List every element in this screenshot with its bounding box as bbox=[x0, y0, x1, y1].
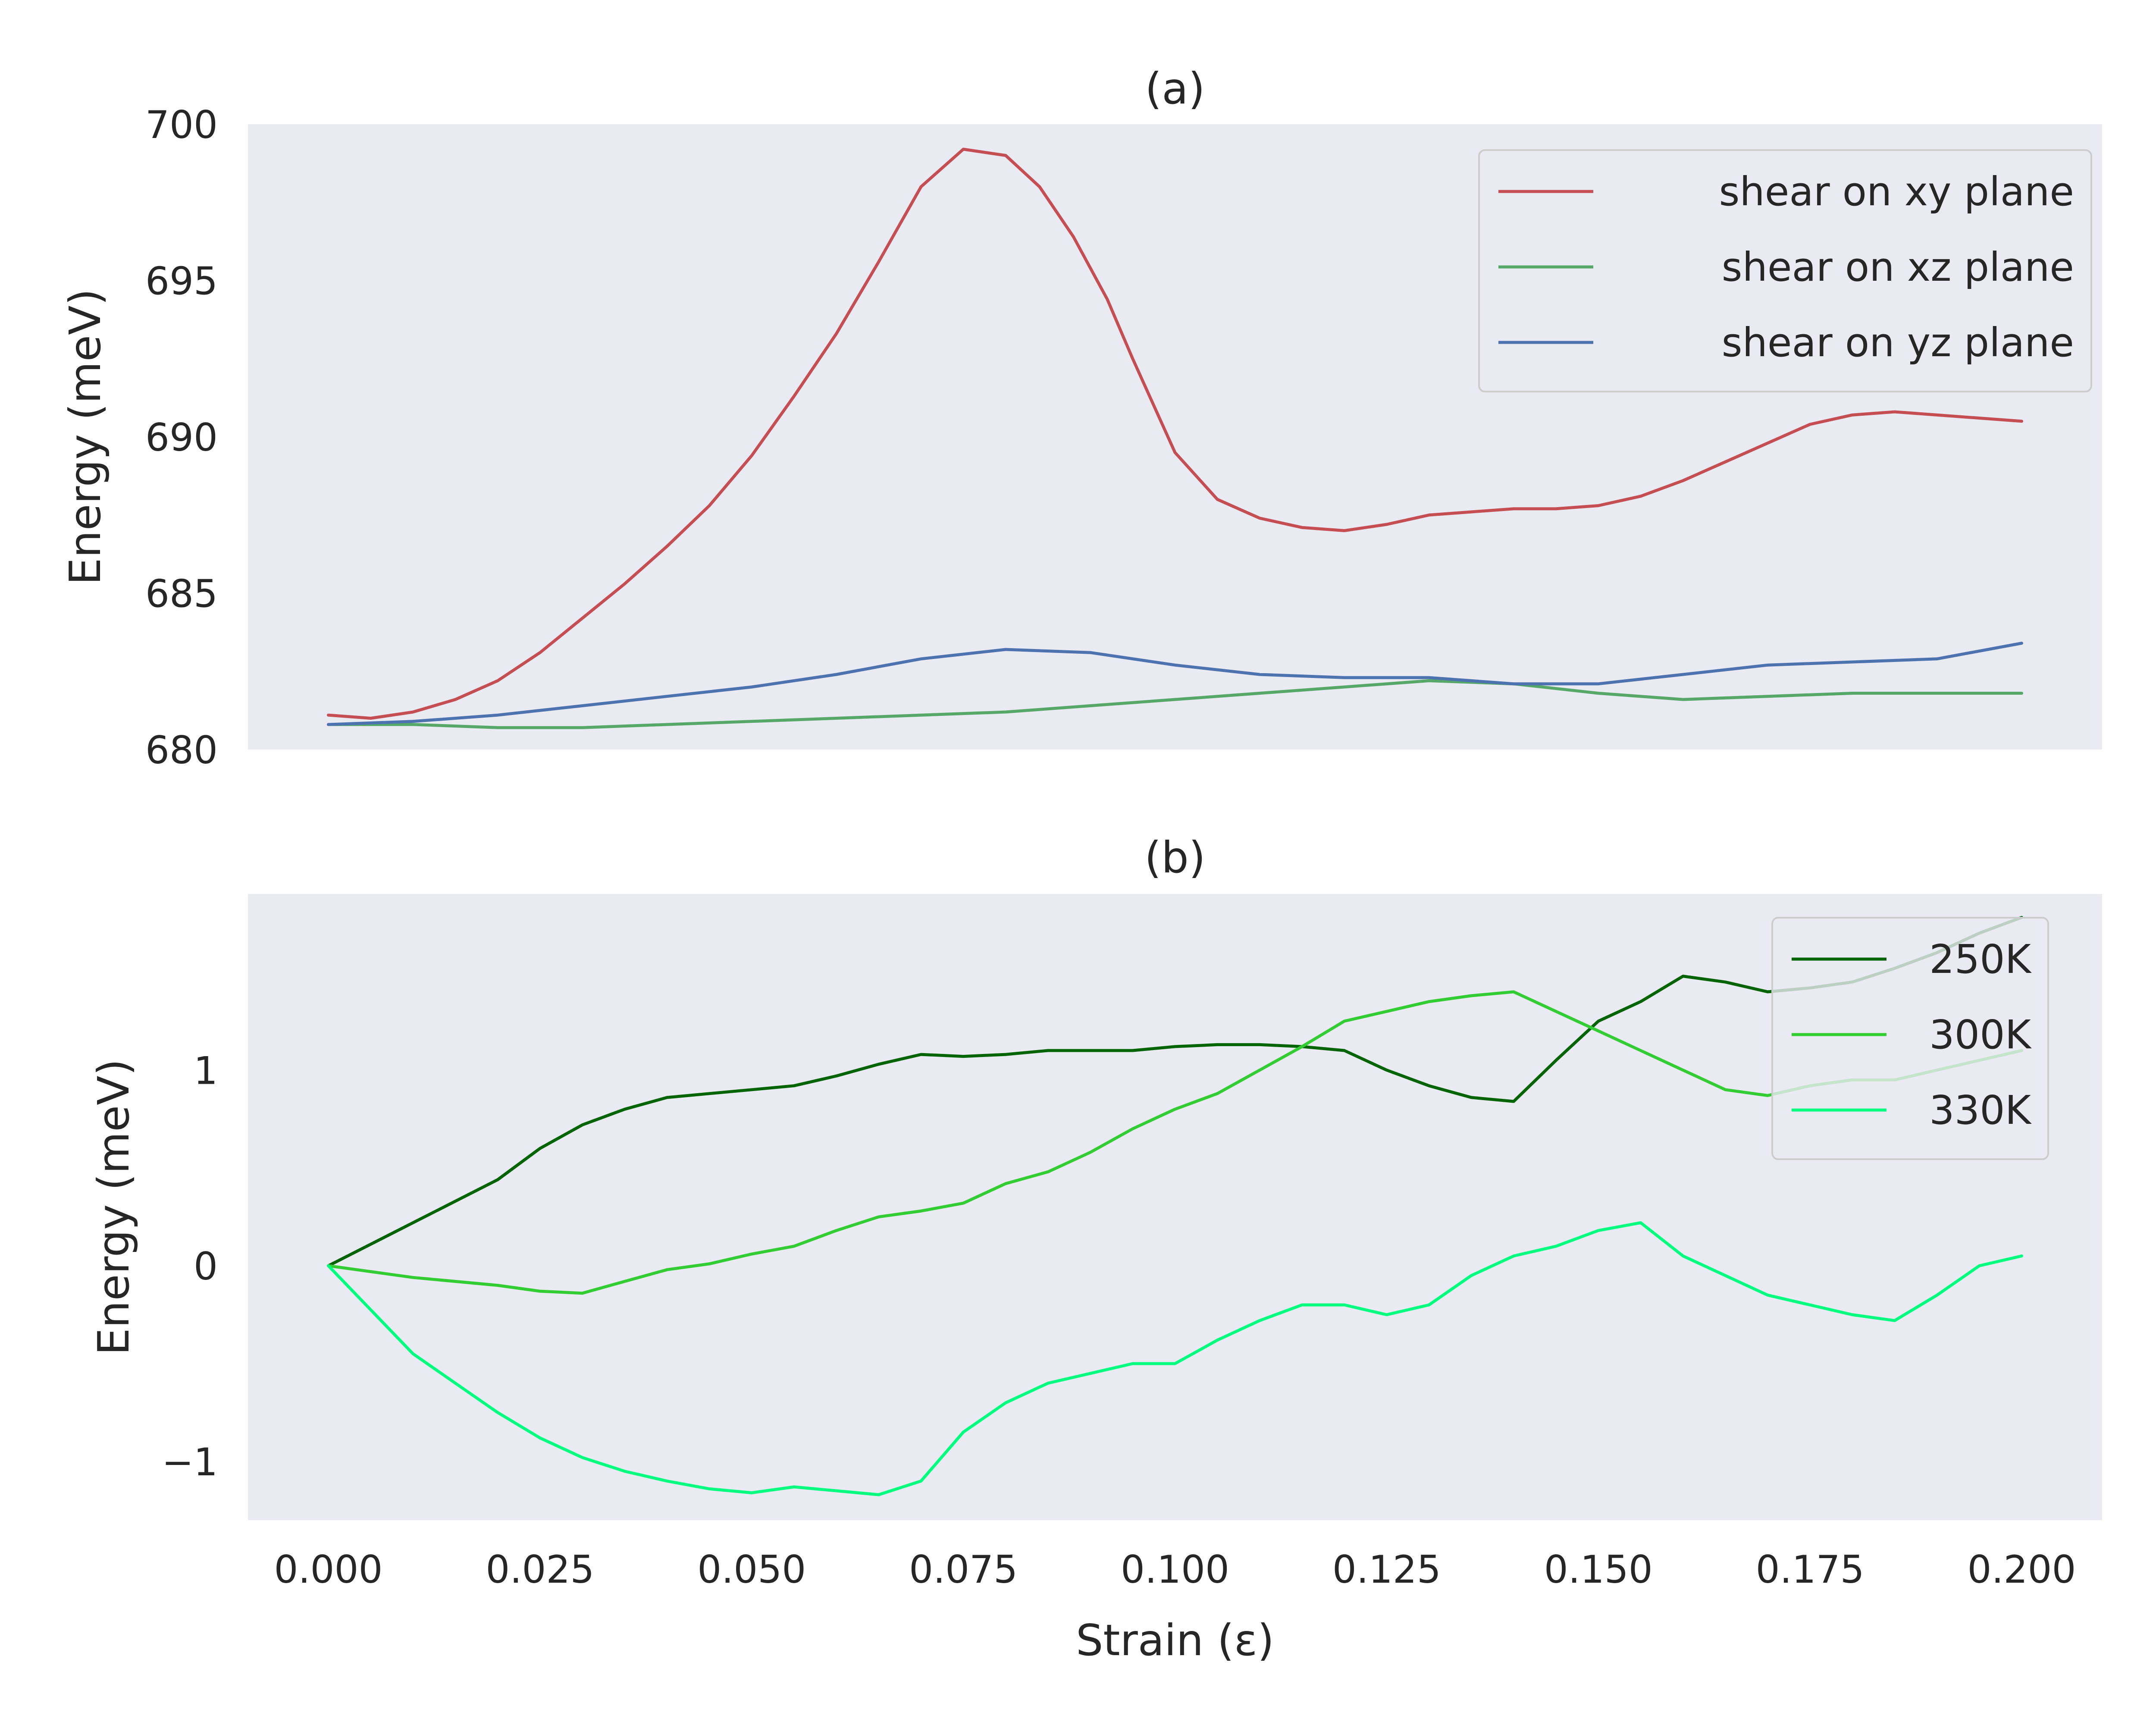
panel-a-lines bbox=[327, 147, 2023, 729]
panel-b-ylabel: Energy (meV) bbox=[88, 1059, 139, 1355]
panel-b-xtick-label: 0.025 bbox=[486, 1547, 594, 1592]
legend-label-330k: 330K bbox=[1929, 1087, 2032, 1133]
panel-a-ytick-label: 695 bbox=[145, 259, 218, 304]
legend-box bbox=[1478, 149, 2092, 392]
panel-b-xlabel: Strain (ε) bbox=[1076, 1615, 1274, 1665]
panel-b-legend: 250K 300K 330K bbox=[1771, 917, 2049, 1160]
panel-b-xtick-label: 0.175 bbox=[1756, 1547, 1865, 1592]
panel-b-xtick-label: 0.200 bbox=[1968, 1547, 2076, 1592]
panel-a-ytick-label: 690 bbox=[145, 415, 218, 460]
panel-a-ytick-label: 680 bbox=[145, 728, 218, 772]
series-line-shear-on-xz-plane bbox=[327, 679, 2023, 729]
panel-b-xtick-label: 0.075 bbox=[909, 1547, 1018, 1592]
panel-b-ytick-label: 0 bbox=[194, 1244, 218, 1289]
legend-label-300k: 300K bbox=[1929, 1012, 2032, 1058]
series-line-300k bbox=[327, 990, 2023, 1295]
legend-label-shear-on-xz-plane: shear on xz plane bbox=[1722, 244, 2074, 290]
panel-b-xtick-label: 0.125 bbox=[1332, 1547, 1441, 1592]
panel-b-lines bbox=[327, 916, 2023, 1496]
panel-a-ylabel: Energy (meV) bbox=[60, 289, 110, 585]
panel-b-ytick-label: −1 bbox=[162, 1440, 218, 1484]
panel-a-yticks: 680 685 690 695 700 bbox=[145, 103, 218, 772]
panel-b-title: (b) bbox=[1144, 832, 1206, 883]
panel-b-xticks: 0.000 0.025 0.050 0.075 0.100 0.125 0.150 0.175… bbox=[274, 1547, 2076, 1592]
panel-a-ytick-label: 700 bbox=[145, 103, 218, 147]
panel-b-xtick-label: 0.100 bbox=[1121, 1547, 1229, 1592]
legend-label-shear-on-yz-plane: shear on yz plane bbox=[1722, 320, 2074, 366]
panel-a-ytick-label: 685 bbox=[145, 572, 218, 616]
panel-b-ytick-label: 1 bbox=[194, 1048, 218, 1093]
panel-b-xtick-label: 0.050 bbox=[697, 1547, 806, 1592]
series-line-330k bbox=[327, 1221, 2023, 1496]
series-line-shear-on-xy-plane bbox=[327, 147, 2023, 720]
panel-b-yticks: −1 0 1 bbox=[162, 1048, 218, 1484]
panel-a-title: (a) bbox=[1145, 63, 1205, 114]
panel-a-legend: shear on xy plane shear on xz plane shear … bbox=[1478, 149, 2092, 392]
panel-a: (a) Energy (meV) 680 685 690 695 700 shear o… bbox=[60, 63, 2102, 772]
legend-label-250k: 250K bbox=[1929, 936, 2032, 982]
legend-box bbox=[1771, 917, 2049, 1160]
panel-b-xtick-label: 0.000 bbox=[274, 1547, 383, 1592]
series-line-shear-on-yz-plane bbox=[327, 642, 2023, 726]
legend-label-shear-on-xy-plane: shear on xy plane bbox=[1719, 169, 2074, 215]
panel-b-xtick-label: 0.150 bbox=[1544, 1547, 1653, 1592]
series-line-250k bbox=[327, 916, 2023, 1267]
panel-b: (b) Energy (meV) Strain (ε) 0.000 0.025 0.… bbox=[88, 832, 2102, 1665]
